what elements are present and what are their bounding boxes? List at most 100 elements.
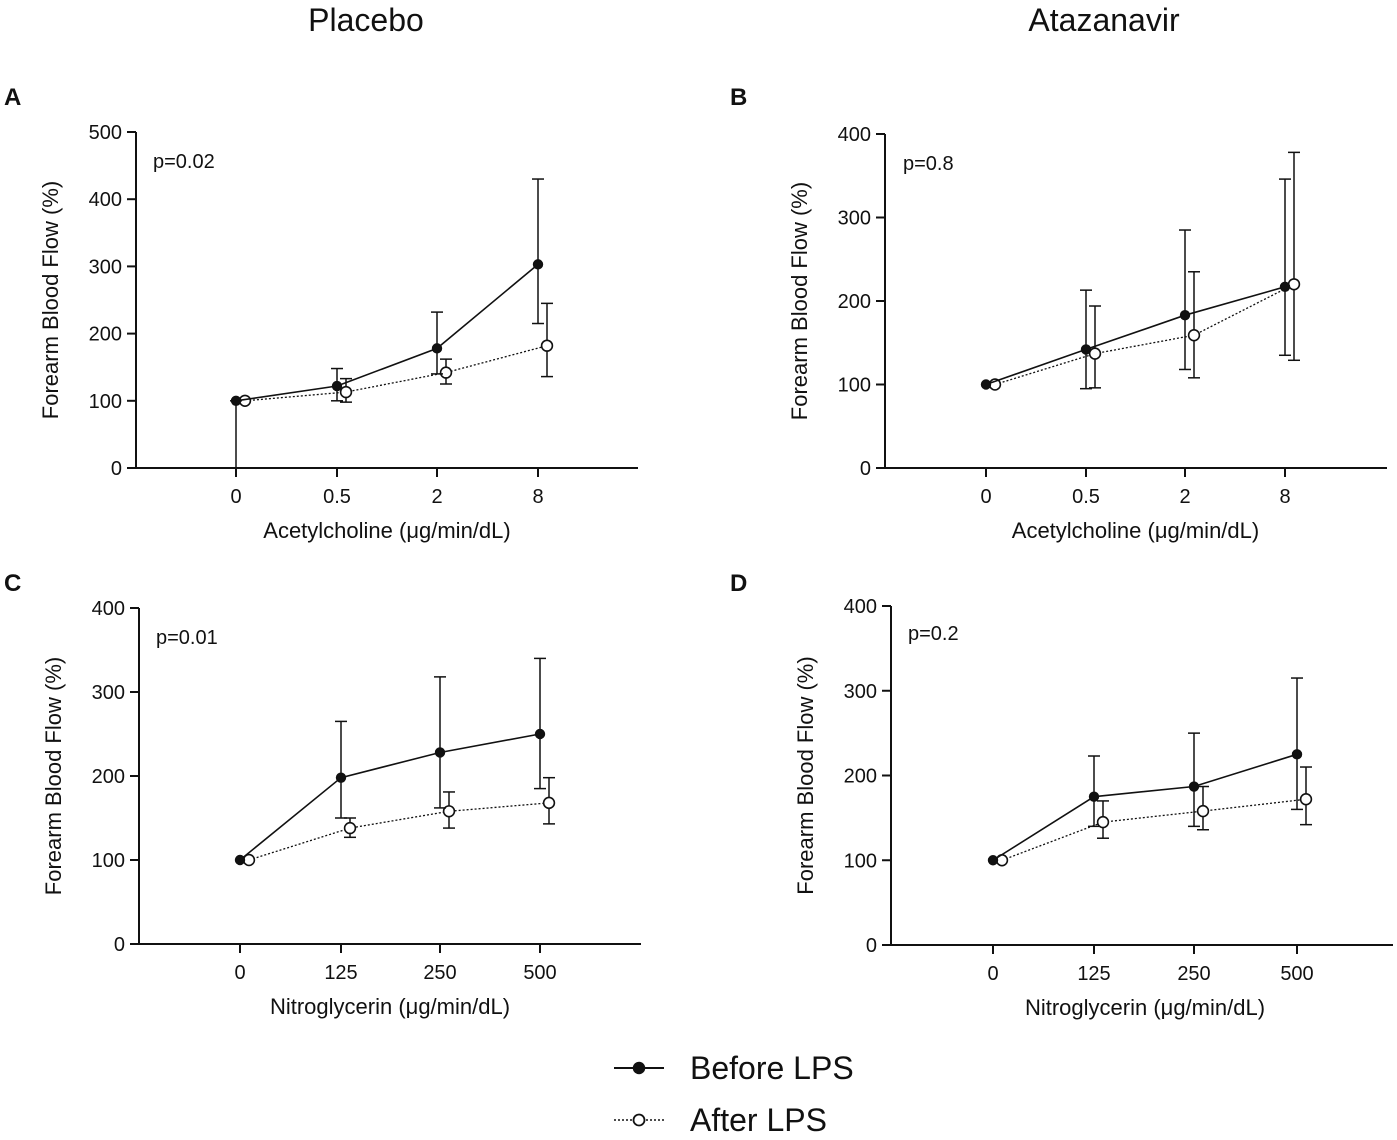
y-axis-title: Forearm Blood Flow (%) <box>41 657 66 895</box>
x-tick-label: 8 <box>532 486 543 508</box>
data-point-before <box>980 379 992 390</box>
series-line-after <box>248 802 550 861</box>
x-tick-label: 0.5 <box>1072 486 1100 508</box>
data-point-before <box>1088 791 1100 802</box>
p-value-annotation: p=0.01 <box>156 627 218 649</box>
series-before-lps <box>980 178 1291 390</box>
y-axis-title: Forearm Blood Flow (%) <box>38 181 63 419</box>
legend-label-after: After LPS <box>690 1102 827 1138</box>
x-tick-label: 250 <box>423 962 456 984</box>
data-point-before <box>331 380 343 392</box>
data-point-after <box>339 385 353 399</box>
x-tick-label: 125 <box>324 962 357 984</box>
y-tick-label: 0 <box>111 458 122 480</box>
series-line-before <box>239 733 541 861</box>
data-point-after <box>1196 804 1210 818</box>
y-tick-label: 400 <box>89 189 122 211</box>
column-title-atazanavir: Atazanavir <box>1028 2 1180 38</box>
x-axis-title: Nitroglycerin (μg/min/dL) <box>1025 995 1265 1020</box>
column-title-placebo: Placebo <box>308 2 424 38</box>
y-tick-label: 0 <box>866 935 877 957</box>
data-point-after <box>442 805 456 818</box>
data-point-after <box>1187 329 1201 342</box>
x-tick-label: 0 <box>987 963 998 985</box>
data-point-after <box>542 796 556 810</box>
y-tick-label: 100 <box>92 850 125 872</box>
y-tick-label: 100 <box>838 375 871 397</box>
legend: Before LPS After LPS <box>612 1048 932 1138</box>
series-after-lps <box>238 302 554 407</box>
x-axis-title: Acetylcholine (μg/min/dL) <box>1012 518 1259 543</box>
panel-letter-c: C <box>4 570 22 597</box>
data-point-before <box>987 855 999 866</box>
panel-a: 0 100 200 300 400 500 0 0.5 2 8 Acetylcholine (μg/… <box>38 122 638 543</box>
x-tick-label: 0 <box>230 486 241 508</box>
y-tick-label: 200 <box>838 291 871 313</box>
series-line-before <box>992 753 1298 861</box>
y-tick-label: 400 <box>838 124 871 146</box>
x-tick-label: 0.5 <box>323 486 351 508</box>
series-before-lps <box>234 657 546 866</box>
series-line-after <box>244 345 548 402</box>
series-line-before <box>235 263 539 402</box>
y-tick-label: 100 <box>89 391 122 413</box>
panel-c: 0 100 200 300 400 0 125 250 500 Nitroglycerin (μg… <box>41 598 641 1019</box>
legend-item-after: After LPS <box>612 1100 932 1140</box>
data-point-before <box>234 854 246 866</box>
y-tick-label: 200 <box>844 766 877 788</box>
series-before-lps <box>230 178 544 469</box>
series-after-lps <box>995 766 1313 867</box>
series-line-after <box>994 283 1295 386</box>
y-tick-label: 300 <box>838 208 871 230</box>
x-tick-label: 2 <box>1179 486 1190 508</box>
data-point-after <box>1088 347 1102 360</box>
data-point-after <box>439 366 453 379</box>
data-point-before <box>431 343 443 354</box>
y-tick-label: 100 <box>844 850 877 872</box>
x-tick-label: 2 <box>431 486 442 508</box>
x-tick-label: 0 <box>234 962 245 984</box>
y-tick-label: 400 <box>92 598 125 620</box>
y-tick-label: 0 <box>860 458 871 480</box>
data-point-before <box>1279 281 1291 293</box>
panel-letter-b: B <box>730 84 748 111</box>
x-axis-title: Nitroglycerin (μg/min/dL) <box>270 994 510 1019</box>
data-point-before <box>1179 309 1191 321</box>
y-tick-label: 400 <box>844 596 877 618</box>
x-tick-label: 8 <box>1279 486 1290 508</box>
panel-letter-a: A <box>4 84 22 111</box>
series-after-lps <box>242 776 556 867</box>
y-axis-title: Forearm Blood Flow (%) <box>787 182 812 420</box>
data-point-before <box>1080 344 1092 355</box>
x-tick-label: 500 <box>1280 963 1313 985</box>
y-tick-label: 300 <box>844 681 877 703</box>
p-value-annotation: p=0.8 <box>903 153 954 175</box>
x-tick-label: 250 <box>1177 963 1210 985</box>
series-line-before <box>985 286 1286 386</box>
data-point-after <box>343 821 357 835</box>
x-axis-title: Acetylcholine (μg/min/dL) <box>263 518 510 543</box>
y-tick-label: 300 <box>92 682 125 704</box>
data-point-before <box>1291 749 1303 760</box>
data-point-before <box>230 395 242 406</box>
data-point-before <box>1188 781 1200 792</box>
data-point-before <box>335 772 347 783</box>
p-value-annotation: p=0.02 <box>153 151 215 173</box>
x-tick-label: 0 <box>980 486 991 508</box>
p-value-annotation: p=0.2 <box>908 623 959 645</box>
y-tick-label: 300 <box>89 256 122 278</box>
data-point-before <box>434 747 446 758</box>
y-tick-label: 0 <box>114 934 125 956</box>
data-point-before <box>534 728 546 740</box>
series-after-lps <box>988 151 1301 391</box>
series-before-lps <box>987 677 1303 866</box>
x-tick-label: 125 <box>1077 963 1110 985</box>
panel-b: 0 100 200 300 400 0 0.5 2 8 Acetylcholine (μg/min… <box>787 124 1387 543</box>
legend-marker-before <box>614 1061 664 1075</box>
y-tick-label: 200 <box>92 766 125 788</box>
panel-d: 0 100 200 300 400 0 125 250 500 Nitroglycerin (μg… <box>793 596 1393 1020</box>
panel-letter-d: D <box>730 570 748 597</box>
series-line-after <box>1001 798 1307 861</box>
data-point-after <box>1287 278 1301 291</box>
